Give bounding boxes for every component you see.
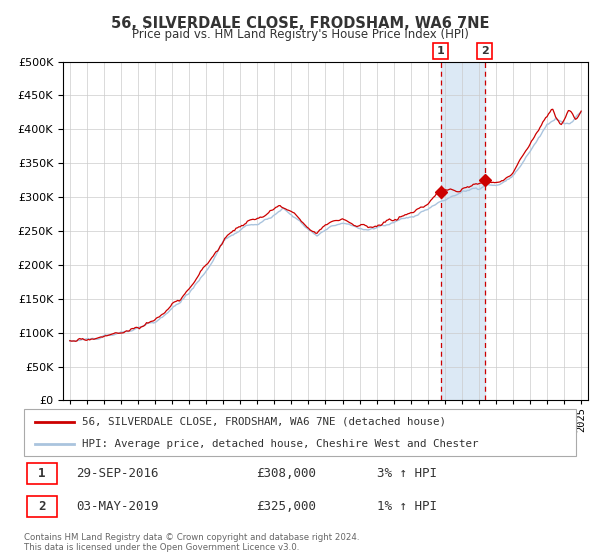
Text: £308,000: £308,000 — [256, 466, 316, 480]
Text: HPI: Average price, detached house, Cheshire West and Chester: HPI: Average price, detached house, Ches… — [82, 438, 478, 449]
Bar — [440, 62, 485, 400]
Text: 2: 2 — [38, 500, 46, 514]
FancyBboxPatch shape — [27, 463, 57, 484]
FancyBboxPatch shape — [27, 496, 57, 517]
Text: 3% ↑ HPI: 3% ↑ HPI — [377, 466, 437, 480]
Text: 56, SILVERDALE CLOSE, FRODSHAM, WA6 7NE: 56, SILVERDALE CLOSE, FRODSHAM, WA6 7NE — [111, 16, 489, 31]
Text: 03-MAY-2019: 03-MAY-2019 — [76, 500, 159, 514]
Text: 1% ↑ HPI: 1% ↑ HPI — [377, 500, 437, 514]
Text: £325,000: £325,000 — [256, 500, 316, 514]
Text: 56, SILVERDALE CLOSE, FRODSHAM, WA6 7NE (detached house): 56, SILVERDALE CLOSE, FRODSHAM, WA6 7NE … — [82, 417, 446, 427]
Text: 1: 1 — [437, 46, 445, 56]
Text: 2: 2 — [481, 46, 488, 56]
FancyBboxPatch shape — [24, 409, 576, 456]
Text: This data is licensed under the Open Government Licence v3.0.: This data is licensed under the Open Gov… — [24, 543, 299, 552]
Text: Contains HM Land Registry data © Crown copyright and database right 2024.: Contains HM Land Registry data © Crown c… — [24, 533, 359, 542]
Text: Price paid vs. HM Land Registry's House Price Index (HPI): Price paid vs. HM Land Registry's House … — [131, 28, 469, 41]
Text: 1: 1 — [38, 466, 46, 480]
Text: 29-SEP-2016: 29-SEP-2016 — [76, 466, 159, 480]
